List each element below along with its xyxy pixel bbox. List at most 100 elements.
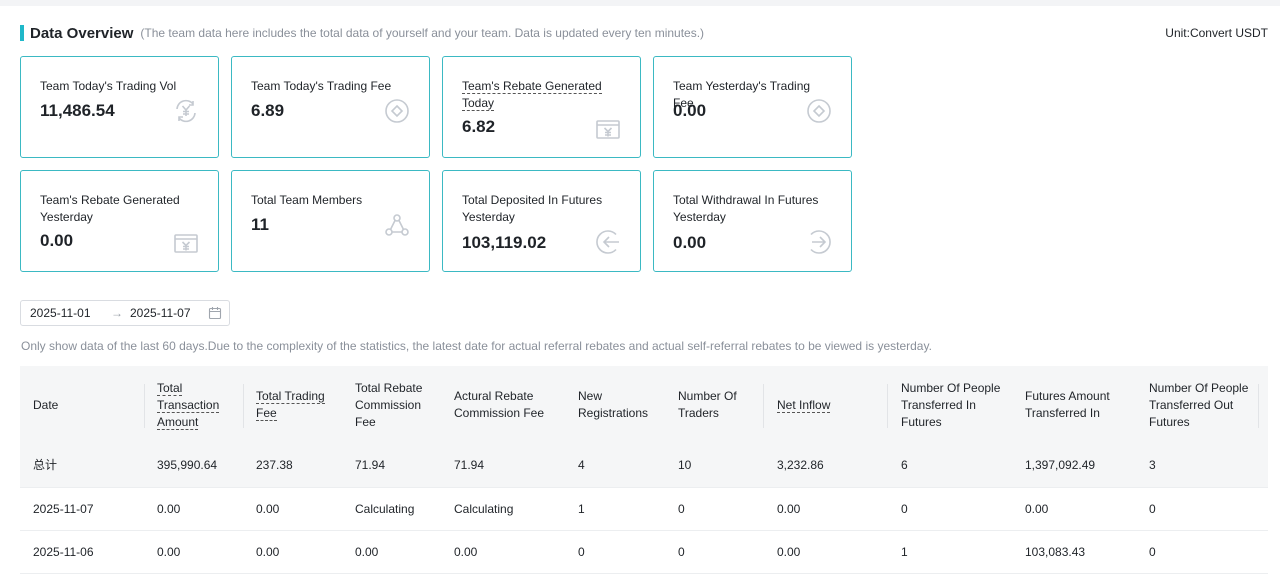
column-header-actural-rebate-commission-fee: Actural Rebate Commission Fee [454,389,545,420]
table-cell: 1,397,092.49 [1025,458,1096,472]
table-cell: Calculating [355,501,415,516]
yuan-exchange-icon [172,97,200,125]
table-cell: 0 [1149,544,1156,559]
data-note: Only show data of the last 60 days.Due t… [21,339,932,353]
stat-card-value: 11,486.54 [40,101,115,120]
table-cell: 0 [1149,501,1156,516]
arrow-right-icon: → [111,306,123,320]
table-cell: 0 [578,544,585,559]
date-start-input[interactable]: 2025-11-01 [30,306,91,320]
column-divider [1258,384,1259,428]
table-cell: 0.00 [157,544,181,559]
table-cell: 0.00 [1025,501,1049,516]
table-header: Date Total Transaction Amount Total Trad… [20,366,1268,444]
rebate-icon [172,229,200,257]
table-row-total: 总计 395,990.64 237.38 71.94 71.94 4 10 3,… [20,444,1268,488]
table-cell: 4 [578,458,585,472]
stat-card-withdrawal-futures: Total Withdrawal In Futures Yesterday 0.… [653,170,852,272]
table-cell: 2025-11-07 [33,501,94,516]
column-divider [144,384,145,428]
date-end-input[interactable]: 2025-11-07 [130,306,191,320]
stat-card-label: Total Withdrawal In Futures Yesterday [673,193,819,224]
column-header-new-registrations: New Registrations [578,389,649,420]
table-cell: 237.38 [256,458,293,472]
stat-card-value: 6.82 [462,117,496,136]
column-header-people-transferred-in: Number Of People Transferred In Futures [901,380,1001,429]
column-header-text: Total Transaction Amount [157,380,220,430]
stat-card-value: 0.00 [673,233,707,252]
page-subtitle: (The team data here includes the total d… [140,26,705,40]
page-title: Data Overview [30,24,134,42]
stat-card-yesterday-trading-fee: Team Yesterday's Trading Fee 0.00 [653,56,852,158]
stat-card-label-text: Team's Rebate Generated Today [462,79,602,111]
table-cell: 0.00 [777,501,801,516]
fee-icon [805,97,833,125]
rebate-icon [594,115,622,143]
stat-card-value: 103,119.02 [462,233,547,252]
column-header-number-of-traders: Number Of Traders [678,389,737,420]
table-cell: 71.94 [355,458,386,472]
table-cell: 0.00 [256,501,280,516]
table-cell: 1 [901,544,908,559]
table-cell: 6 [901,458,908,472]
column-divider [763,384,764,428]
column-divider [887,384,888,428]
calendar-icon[interactable] [208,306,222,320]
stat-card-label: Total Team Members [251,193,363,207]
stat-card-value: 0.00 [40,231,74,250]
stat-card-label: Team Yesterday's Trading Fee [673,79,811,110]
column-header-total-trading-fee[interactable]: Total Trading Fee [243,388,342,422]
table-cell: 0 [901,501,908,516]
table-cell: 3 [1149,458,1156,472]
data-table: Date Total Transaction Amount Total Trad… [20,366,1268,574]
table-cell: 0 [678,544,685,559]
column-header-total-transaction-amount[interactable]: Total Transaction Amount [144,380,243,431]
unit-label: Unit:Convert USDT [1165,26,1268,40]
column-header-net-inflow[interactable]: Net Inflow [764,397,888,414]
stat-card-label: Team's Rebate Generated Today [462,78,612,112]
stat-card-value: 11 [251,215,269,234]
fee-icon [383,97,411,125]
stat-cards: Team Today's Trading Vol 11,486.54 Team … [20,56,854,272]
table-cell: 10 [678,458,692,472]
team-members-icon [383,211,411,239]
table-cell: 395,990.64 [157,458,218,472]
column-header-futures-amount-transferred-in: Futures Amount Transferred In [1025,389,1110,420]
table-cell: 0.00 [777,544,801,559]
table-row: 2025-11-06 0.00 0.00 0.00 0.00 0 0 0.00 … [20,531,1268,574]
column-header-text: Net Inflow [777,397,831,413]
stat-card-value: 0.00 [673,101,707,120]
table-cell: 1 [578,501,585,516]
table-cell: 2025-11-06 [33,544,94,559]
column-header-text: Total Trading Fee [256,389,325,421]
column-header-total-rebate-commission-fee: Total Rebate Commission Fee [355,380,423,429]
stat-card-today-trading-vol: Team Today's Trading Vol 11,486.54 [20,56,219,158]
stat-card-total-team-members: Total Team Members 11 [231,170,430,272]
table-cell: 0 [678,501,685,516]
stat-card-label: Total Deposited In Futures Yesterday [462,193,603,224]
column-header-people-transferred-out: Number Of People Transferred Out Futures [1149,380,1249,429]
table-row: 2025-11-07 0.00 0.00 Calculating Calcula… [20,488,1268,531]
stat-card-rebate-yesterday: Team's Rebate Generated Yesterday 0.00 [20,170,219,272]
stat-card-rebate-today: Team's Rebate Generated Today 6.82 [442,56,641,158]
column-header-date: Date [33,397,59,412]
stat-card-deposited-futures: Total Deposited In Futures Yesterday 103… [442,170,641,272]
page: Data Overview (The team data here includ… [0,6,1280,582]
table-cell: 0.00 [454,544,478,559]
stat-card-label: Team Today's Trading Fee [251,79,392,93]
table-cell: 总计 [33,458,58,472]
table-cell: 3,232.86 [777,458,824,472]
date-range-picker[interactable]: 2025-11-01 → 2025-11-07 [20,300,230,326]
stat-card-today-trading-fee: Team Today's Trading Fee 6.89 [231,56,430,158]
table-cell: 0.00 [256,544,280,559]
deposit-arrow-icon [594,228,622,256]
section-header: Data Overview (The team data here includ… [20,24,1268,42]
table-cell: 0.00 [355,544,379,559]
stat-card-label: Team's Rebate Generated Yesterday [40,193,180,224]
withdraw-arrow-icon [805,228,833,256]
table-cell: Calculating [454,501,514,516]
table-cell: 103,083.43 [1025,544,1086,559]
accent-bar [20,25,24,41]
column-divider [243,384,244,428]
stat-card-label: Team Today's Trading Vol [40,79,177,93]
